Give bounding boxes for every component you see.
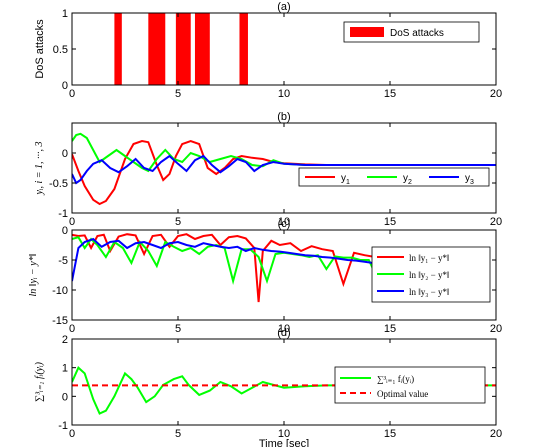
- dos-attack-bar: [194, 13, 210, 85]
- panel-title: (a): [277, 1, 290, 13]
- y-tick-label: 0: [62, 148, 68, 160]
- legend-label: DoS attacks: [390, 28, 444, 39]
- x-tick-label: 15: [384, 323, 396, 335]
- legend-label-2: y2: [403, 173, 412, 186]
- legend: DoS attacks: [343, 21, 480, 43]
- legend-label-1: ln ‖y₁ − y*‖: [409, 253, 450, 263]
- y-tick-label: -5: [58, 255, 68, 267]
- x-tick-label: 5: [175, 323, 181, 335]
- x-tick-label: 5: [175, 428, 181, 440]
- series-line-2: [72, 132, 496, 173]
- y-tick-label: -0.5: [49, 178, 68, 190]
- x-tick-label: 15: [384, 88, 396, 100]
- dos-attack-bar: [114, 13, 122, 85]
- legend-label-3: ln ‖y₃ − y*‖: [409, 287, 450, 297]
- x-tick-label: 0: [69, 216, 75, 228]
- legend-label-1: y1: [341, 173, 350, 186]
- y-tick-label: 1: [62, 363, 68, 375]
- x-axis-label: Time [sec]: [259, 438, 309, 447]
- x-tick-label: 0: [69, 323, 75, 335]
- x-tick-label: 15: [384, 428, 396, 440]
- panel-title: (c): [278, 218, 291, 230]
- panel-a: (a) 0 5 10 15 20 0 0.5 1 DoS attacks DoS attacks: [34, 1, 502, 100]
- x-tick-label: 0: [69, 428, 75, 440]
- x-tick-label: 5: [175, 88, 181, 100]
- panel-title: (d): [277, 327, 290, 339]
- y-tick-label: -1: [58, 420, 68, 432]
- x-tick-label: 15: [384, 216, 396, 228]
- y-tick-label: 2: [62, 334, 68, 346]
- series-line-3: [72, 154, 496, 185]
- panel-title: (b): [277, 111, 290, 123]
- dos-attack-bar: [239, 13, 248, 85]
- x-tick-label: 10: [278, 323, 290, 335]
- panel-c: (c) 0 5 10 15 20 -15 -10 -5 0 ln ‖yᵢ − y*‖ ln ‖y₁ −…: [28, 218, 502, 335]
- legend-label-3: y3: [465, 173, 474, 186]
- y-tick-label: -10: [52, 285, 68, 297]
- legend: y1 y2 y3: [298, 167, 490, 187]
- legend-label-2: Optimal value: [377, 389, 428, 399]
- y-tick-label: 0: [62, 391, 68, 403]
- dos-attack-bar: [175, 13, 191, 85]
- y-tick-label: -1: [58, 208, 68, 220]
- legend: ∑³ᵢ₌₁ fᵢ(yᵢ) Optimal value: [334, 366, 486, 404]
- x-tick-label: 0: [69, 88, 75, 100]
- x-tick-label: 20: [490, 428, 502, 440]
- y-axis-label: ∑³ᵢ₌₁ fᵢ(yᵢ): [34, 361, 45, 402]
- x-tick-label: 10: [278, 88, 290, 100]
- y-axis-label: yᵢ, i = 1, ···, 3: [34, 141, 45, 195]
- x-tick-label: 10: [278, 428, 290, 440]
- x-tick-label: 10: [278, 216, 290, 228]
- plot-area: [72, 132, 496, 206]
- y-tick-label: 0.5: [53, 44, 68, 56]
- y-axis-label: ln ‖yᵢ − y*‖: [28, 253, 39, 296]
- dos-attack-bar: [148, 13, 166, 85]
- y-tick-label: -15: [52, 315, 68, 327]
- x-tick-label: 20: [490, 216, 502, 228]
- y-tick-label: 1: [62, 8, 68, 20]
- legend-swatch: [350, 27, 384, 37]
- x-tick-label: 20: [490, 88, 502, 100]
- x-tick-label: 20: [490, 323, 502, 335]
- plot-area: [114, 13, 248, 85]
- y-axis-label: DoS attacks: [34, 19, 46, 79]
- y-tick-label: 0: [62, 80, 68, 92]
- legend: ln ‖y₁ − y*‖ ln ‖y₂ − y*‖ ln ‖y₃ − y*‖: [371, 246, 491, 303]
- legend-label-2: ln ‖y₂ − y*‖: [409, 270, 450, 280]
- legend-label-1: ∑³ᵢ₌₁ fᵢ(yᵢ): [377, 374, 414, 384]
- series-line-2: [72, 236, 429, 285]
- y-tick-label: 0: [62, 225, 68, 237]
- x-tick-label: 5: [175, 216, 181, 228]
